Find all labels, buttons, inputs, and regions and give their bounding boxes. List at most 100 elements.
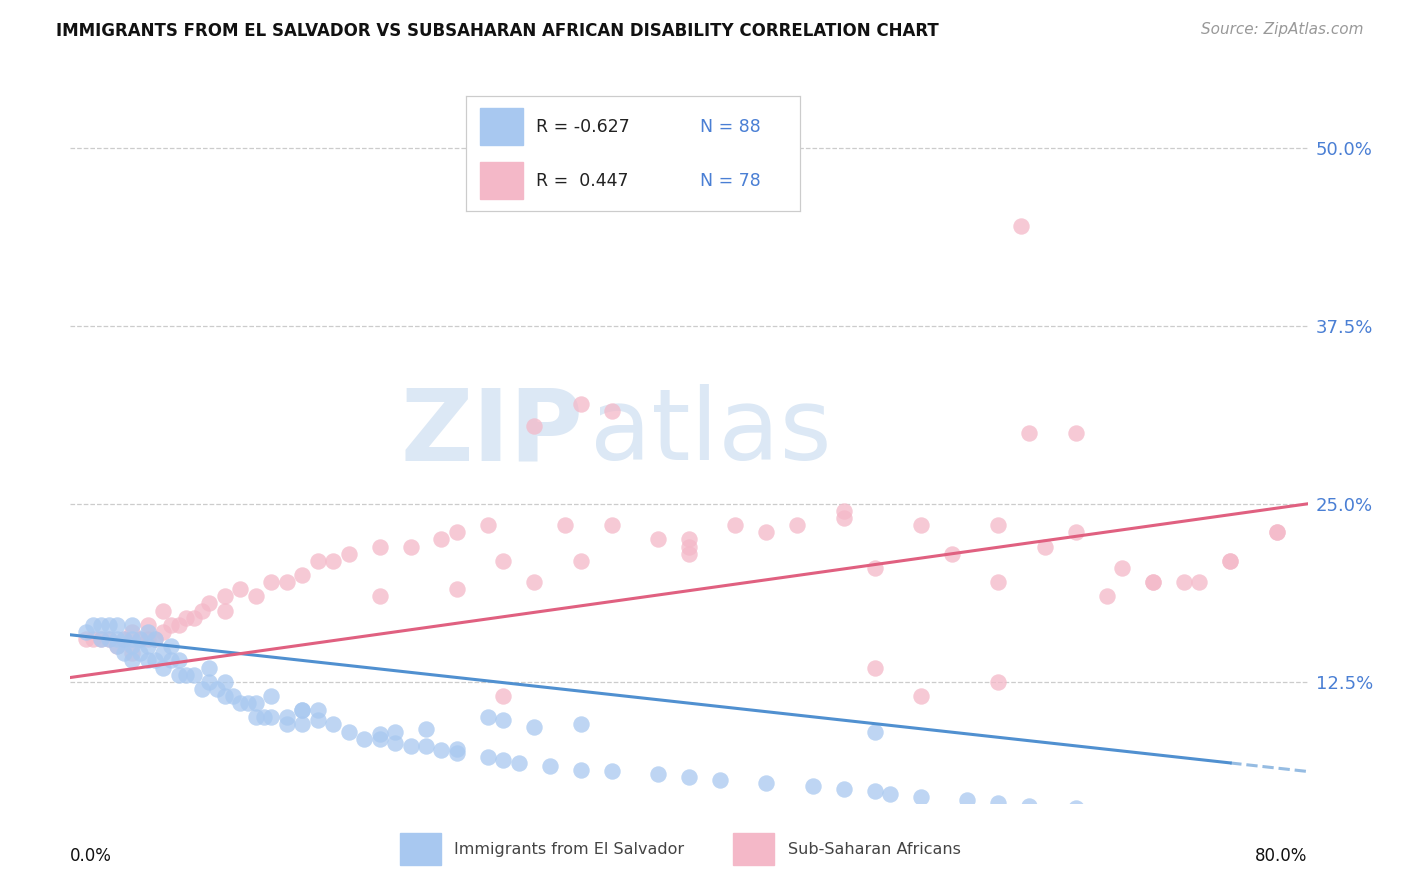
Point — [477, 750, 499, 764]
Point — [678, 533, 700, 547]
Point — [987, 575, 1010, 590]
Point — [368, 590, 391, 604]
Point — [492, 554, 515, 568]
Point — [755, 525, 778, 540]
Point — [446, 582, 468, 597]
Point — [307, 703, 329, 717]
Point — [538, 758, 561, 772]
Text: IMMIGRANTS FROM EL SALVADOR VS SUBSAHARAN AFRICAN DISABILITY CORRELATION CHART: IMMIGRANTS FROM EL SALVADOR VS SUBSAHARA… — [56, 22, 939, 40]
Point — [987, 518, 1010, 533]
Point — [276, 710, 298, 724]
Point — [492, 689, 515, 703]
Point — [1265, 525, 1288, 540]
Point — [105, 617, 128, 632]
Point — [678, 770, 700, 784]
Point — [105, 639, 128, 653]
Point — [129, 632, 152, 646]
Point — [90, 617, 112, 632]
Point — [136, 653, 159, 667]
Point — [160, 639, 183, 653]
Point — [1095, 590, 1118, 604]
Point — [291, 703, 314, 717]
Point — [600, 764, 623, 779]
Point — [508, 756, 530, 770]
Point — [129, 632, 152, 646]
Point — [832, 504, 855, 518]
Point — [183, 667, 205, 681]
Point — [709, 772, 731, 787]
Point — [987, 674, 1010, 689]
Point — [75, 632, 97, 646]
Point — [152, 604, 174, 618]
Point — [90, 632, 112, 646]
Point — [191, 604, 214, 618]
Point — [368, 727, 391, 741]
Point — [121, 639, 143, 653]
Point — [724, 518, 747, 533]
Point — [167, 617, 190, 632]
Point — [1064, 525, 1087, 540]
Point — [152, 624, 174, 639]
Point — [415, 722, 437, 736]
Point — [337, 547, 360, 561]
Point — [276, 575, 298, 590]
Point — [198, 674, 221, 689]
Point — [160, 653, 183, 667]
Point — [260, 689, 283, 703]
Point — [941, 547, 963, 561]
Point — [253, 710, 276, 724]
Point — [174, 667, 197, 681]
Point — [121, 632, 143, 646]
Point — [353, 731, 375, 746]
Point — [368, 540, 391, 554]
Point — [183, 610, 205, 624]
Point — [368, 731, 391, 746]
Point — [569, 397, 592, 411]
Point — [523, 720, 546, 734]
Point — [136, 639, 159, 653]
Point — [600, 518, 623, 533]
Point — [207, 681, 229, 696]
Point — [121, 653, 143, 667]
Point — [446, 525, 468, 540]
Point — [384, 736, 406, 750]
Point — [114, 632, 135, 646]
Point — [647, 533, 669, 547]
Point — [145, 632, 166, 646]
Point — [291, 568, 314, 582]
Point — [260, 710, 283, 724]
Point — [569, 554, 592, 568]
Point — [105, 639, 128, 653]
Point — [136, 632, 159, 646]
Point — [384, 724, 406, 739]
Point — [198, 660, 221, 674]
Point — [174, 610, 197, 624]
Point — [136, 624, 159, 639]
Point — [198, 597, 221, 611]
Text: Source: ZipAtlas.com: Source: ZipAtlas.com — [1201, 22, 1364, 37]
Point — [910, 518, 932, 533]
Point — [492, 753, 515, 767]
Point — [1018, 798, 1040, 813]
Point — [90, 632, 112, 646]
Point — [260, 575, 283, 590]
Point — [214, 674, 236, 689]
Point — [121, 624, 143, 639]
Point — [399, 540, 422, 554]
Point — [832, 511, 855, 525]
Point — [82, 617, 105, 632]
Point — [1064, 425, 1087, 440]
Point — [337, 724, 360, 739]
Point — [307, 713, 329, 727]
Point — [879, 787, 901, 801]
Point — [160, 617, 183, 632]
Point — [136, 617, 159, 632]
Point — [276, 717, 298, 731]
Point — [446, 741, 468, 756]
Point — [105, 632, 128, 646]
Point — [191, 681, 214, 696]
Point — [956, 793, 979, 807]
Point — [229, 582, 252, 597]
Point — [910, 790, 932, 805]
Point — [152, 646, 174, 660]
